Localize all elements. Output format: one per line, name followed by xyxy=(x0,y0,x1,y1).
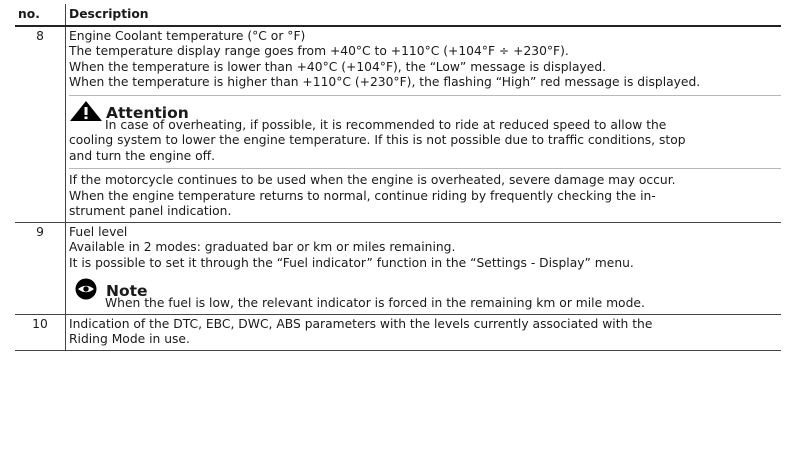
description-line: When the temperature is higher than +110… xyxy=(69,75,701,89)
table-row: 9 Fuel level Available in 2 modes: gradu… xyxy=(15,222,781,315)
row-description: Indication of the DTC, EBC, DWC, ABS par… xyxy=(65,314,781,351)
description-line: The temperature display range goes from … xyxy=(69,44,569,58)
description-line: Fuel level xyxy=(69,224,128,239)
table-header-row: no. Description xyxy=(15,4,781,27)
callout-title: Attention xyxy=(106,103,189,122)
row-number: 9 xyxy=(15,222,66,315)
callout-text-line: In case of overheating, if possible, it … xyxy=(105,117,667,132)
callout-text-line: When the engine temperature returns to n… xyxy=(69,188,656,203)
attention-callout: Attention In case of overheating, if pos… xyxy=(69,100,781,220)
description-line: Riding Mode in use. xyxy=(69,332,190,346)
callout-text-line: and turn the engine off. xyxy=(69,148,216,163)
description-line: Available in 2 modes: graduated bar or k… xyxy=(69,240,456,254)
callout-text-line: When the fuel is low, the relevant indic… xyxy=(105,296,645,310)
row-number: 8 xyxy=(15,25,66,223)
callout-text-line: cooling system to lower the engine tempe… xyxy=(69,133,686,147)
callout-heading: Attention xyxy=(69,100,781,122)
callout-text-line: strument panel indication. xyxy=(69,204,232,218)
row-description: Engine Coolant temperature (°C or °F) Th… xyxy=(65,25,781,223)
eye-icon xyxy=(69,278,103,300)
description-line: When the temperature is lower than +40°C… xyxy=(69,59,607,74)
divider xyxy=(69,94,781,96)
note-callout: Note When the fuel is low, the relevant … xyxy=(69,278,781,312)
description-line: It is possible to set it through the “Fu… xyxy=(69,255,634,270)
header-no: no. xyxy=(15,4,66,27)
table-row: 8 Engine Coolant temperature (°C or °F) … xyxy=(15,25,781,223)
callout-heading: Note xyxy=(69,278,781,300)
row-description: Fuel level Available in 2 modes: graduat… xyxy=(65,222,781,315)
callout-title: Note xyxy=(106,282,148,300)
table-row: 10 Indication of the DTC, EBC, DWC, ABS … xyxy=(15,314,781,351)
description-line: Indication of the DTC, EBC, DWC, ABS par… xyxy=(69,316,653,331)
row-number: 10 xyxy=(15,314,66,351)
description-table: no. Description 8 Engine Coolant tempera… xyxy=(15,4,781,351)
callout-text-line: If the motorcycle continues to be used w… xyxy=(69,173,676,187)
divider xyxy=(69,168,781,169)
warning-triangle-icon xyxy=(69,100,103,122)
description-line: Engine Coolant temperature (°C or °F) xyxy=(69,28,306,43)
header-description: Description xyxy=(65,4,781,27)
